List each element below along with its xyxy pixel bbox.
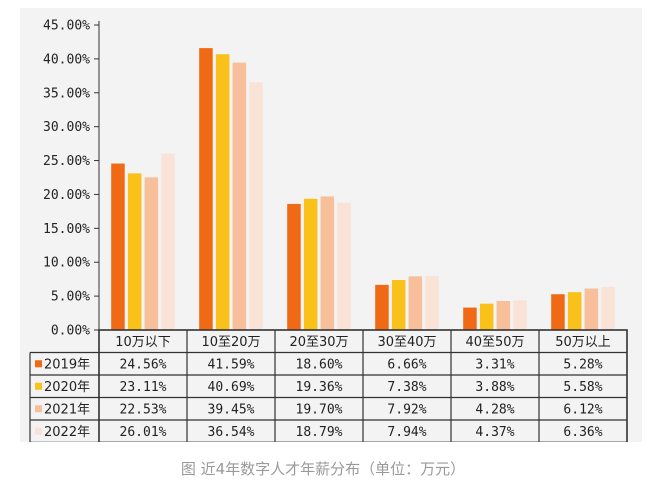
data-label: 7.94%: [387, 425, 426, 440]
data-label: 7.38%: [387, 380, 426, 395]
y-tick-label: 10.00%: [43, 256, 90, 271]
data-label: 7.92%: [387, 403, 426, 418]
y-tick-label: 5.00%: [51, 290, 90, 305]
x-category-label: 40至50万: [465, 335, 524, 350]
data-label: 5.58%: [563, 380, 602, 395]
bar-chart: 0.00% 5.00% 10.00% 15.00% 20.00% 25.00% 30.00%…: [29, 19, 628, 442]
y-tick-label: 35.00%: [43, 86, 90, 101]
legend-swatch-2: [35, 382, 42, 390]
legend-swatch-4: [35, 427, 42, 435]
bar-1-4: [161, 153, 175, 330]
y-tick-label: 30.00%: [43, 120, 90, 135]
data-label: 6.66%: [387, 358, 426, 373]
x-category-label: 30至40万: [377, 335, 436, 350]
data-label: 40.69%: [208, 380, 255, 395]
data-label: 19.70%: [296, 403, 343, 418]
legend-label-1: 2019年: [44, 358, 90, 373]
data-label: 19.36%: [296, 380, 343, 395]
x-category-label: 10万以下: [115, 335, 171, 350]
data-label: 6.36%: [563, 425, 602, 440]
data-label: 6.12%: [563, 403, 602, 418]
bar-2-4: [249, 82, 263, 330]
data-label: 23.11%: [120, 380, 167, 395]
data-label: 18.79%: [296, 425, 343, 440]
y-tick-label: 40.00%: [43, 52, 90, 67]
bar-1-1: [111, 163, 125, 330]
x-category-label: 50万以上: [555, 335, 611, 350]
data-label: 4.37%: [475, 425, 514, 440]
data-label: 26.01%: [120, 425, 167, 440]
y-tick-label: 20.00%: [43, 188, 90, 203]
y-tick-label: 45.00%: [43, 19, 90, 34]
bar-2-2: [215, 54, 230, 331]
legend-label-2: 2020年: [44, 380, 90, 395]
legend-swatch-3: [35, 405, 42, 413]
bar-6-3: [584, 288, 599, 330]
data-label: 24.56%: [120, 358, 167, 373]
bar-2-3: [232, 62, 247, 330]
data-label: 3.88%: [475, 380, 514, 395]
legend-label-4: 2022年: [44, 425, 90, 440]
bar-6-1: [551, 294, 565, 330]
bar-6-2: [567, 292, 582, 330]
bar-5-2: [479, 303, 494, 330]
bar-2-1: [199, 48, 213, 331]
legend-label-3: 2021年: [44, 403, 90, 418]
bar-1-2: [127, 173, 142, 330]
chart-panel: 0.00% 5.00% 10.00% 15.00% 20.00% 25.00% 30.00%…: [20, 8, 642, 442]
data-label: 4.28%: [475, 403, 514, 418]
y-tick-label: 0.00%: [51, 324, 90, 339]
data-label: 36.54%: [208, 425, 255, 440]
x-category-label: 20至30万: [289, 335, 348, 350]
bar-4-3: [408, 276, 423, 330]
y-tick-label: 25.00%: [43, 154, 90, 169]
data-label: 5.28%: [563, 358, 602, 373]
bar-4-1: [375, 284, 389, 330]
figure-caption: 图 近4年数字人才年薪分布（单位：万元）: [180, 460, 466, 478]
y-tick-label: 15.00%: [43, 222, 90, 237]
bar-3-1: [287, 203, 301, 330]
bar-3-2: [303, 198, 318, 330]
data-label: 39.45%: [208, 403, 255, 418]
bar-3-3: [320, 196, 335, 330]
data-label: 3.31%: [475, 358, 514, 373]
bar-3-4: [337, 202, 351, 330]
bar-1-3: [144, 177, 159, 330]
bar-5-1: [463, 307, 477, 330]
bar-4-4: [425, 276, 439, 330]
bar-6-4: [601, 286, 615, 330]
data-label: 22.53%: [120, 403, 167, 418]
bar-5-3: [496, 300, 511, 330]
bar-4-2: [391, 279, 406, 330]
data-label: 41.59%: [208, 358, 255, 373]
bar-5-4: [513, 300, 527, 330]
x-category-label: 10至20万: [201, 335, 260, 350]
legend-swatch-1: [35, 360, 42, 368]
data-label: 18.60%: [296, 358, 343, 373]
